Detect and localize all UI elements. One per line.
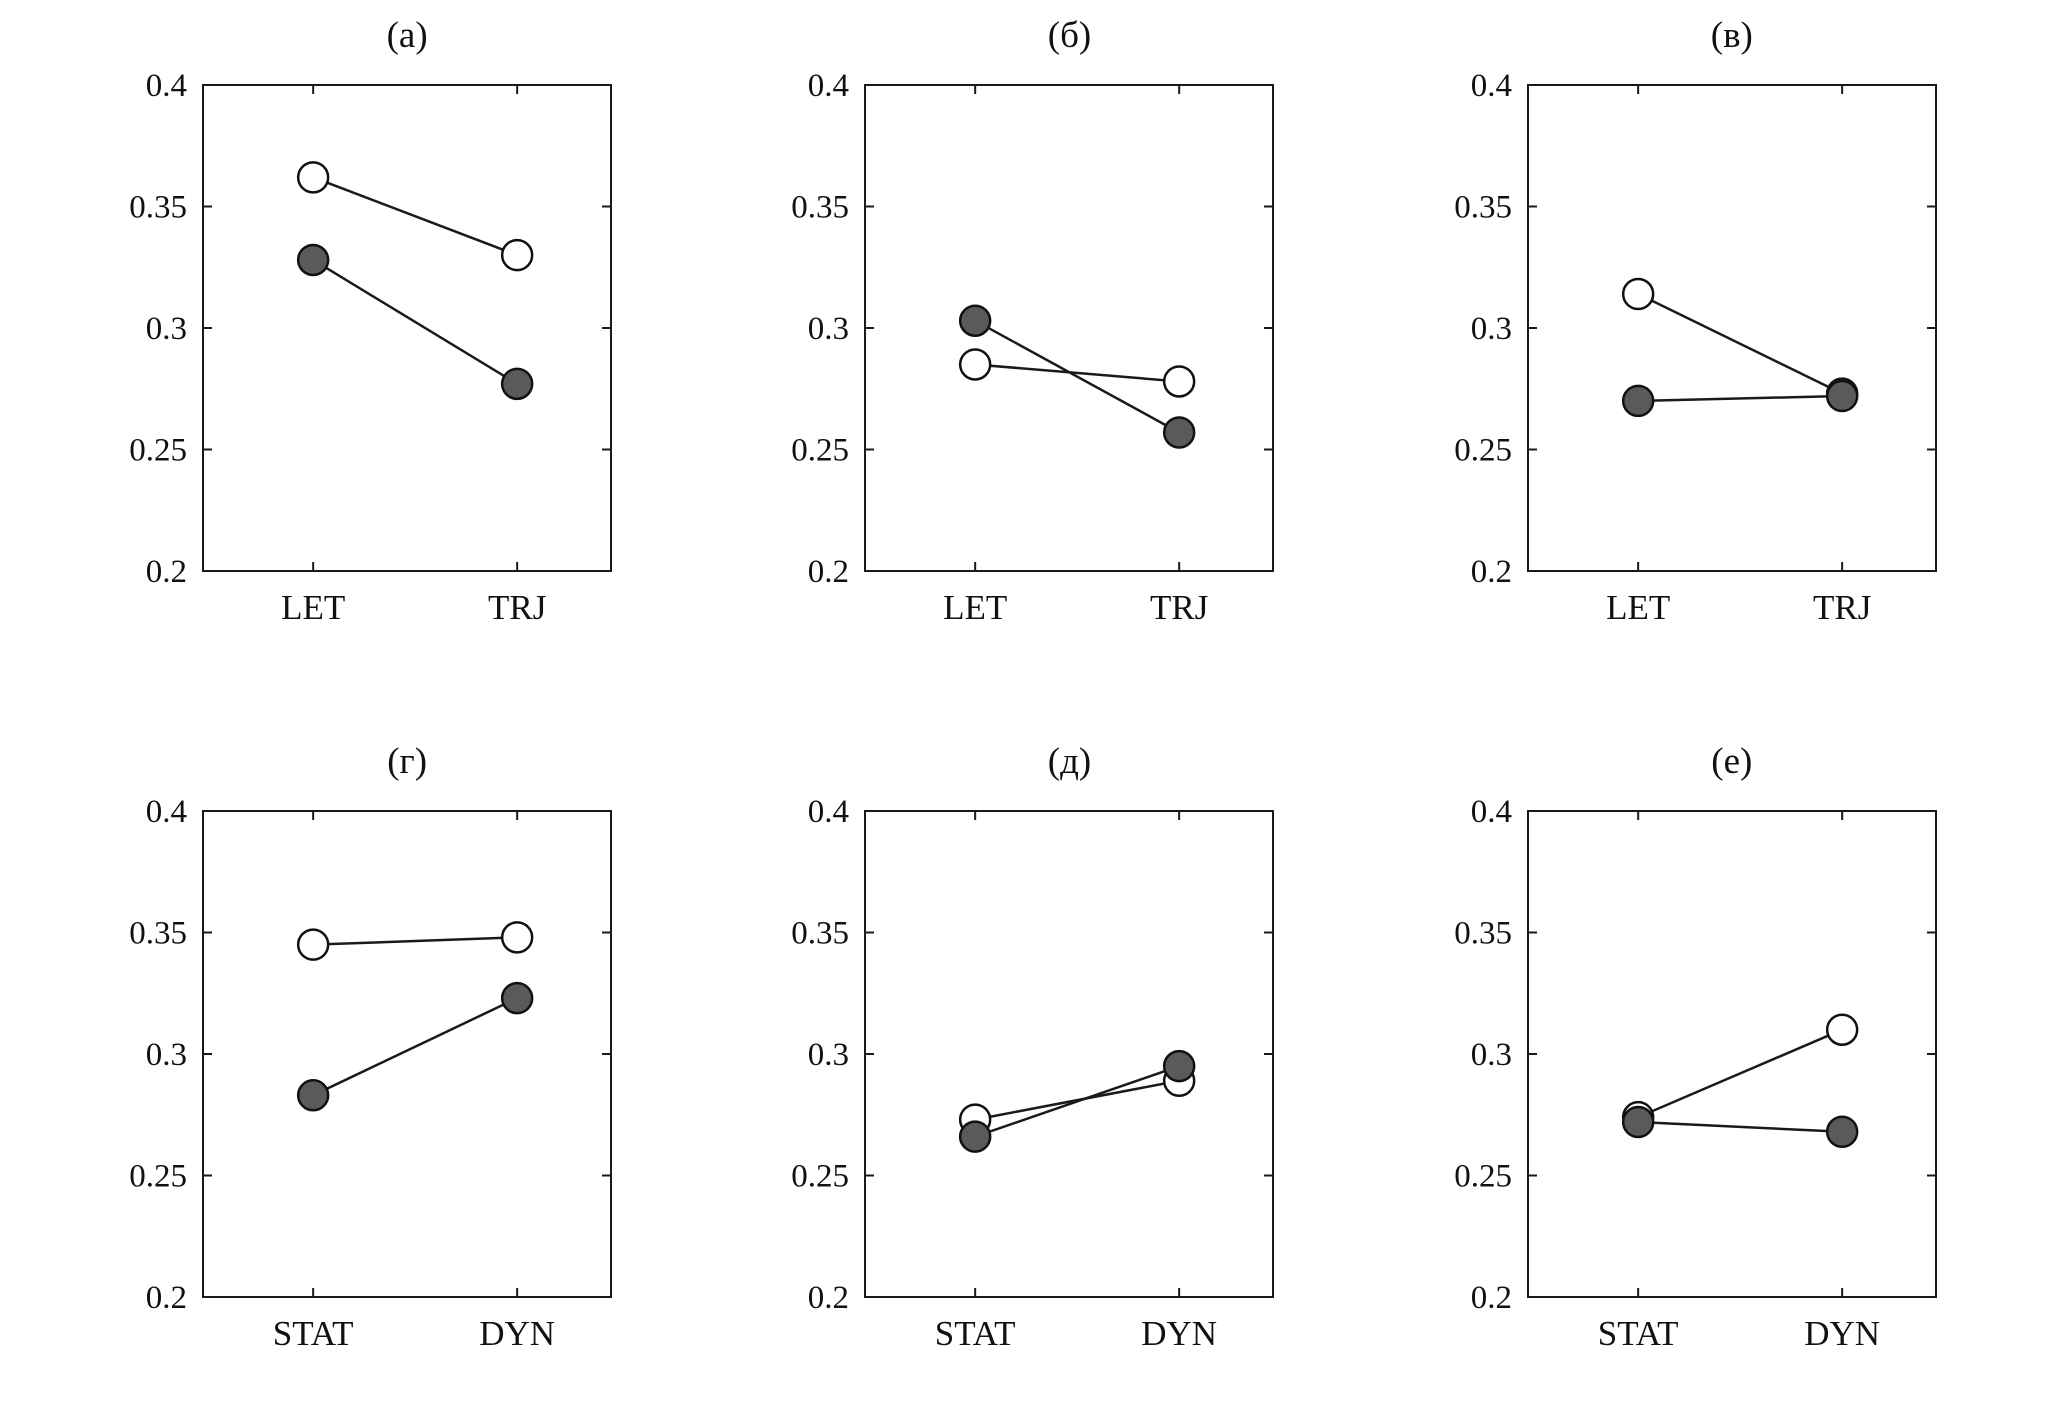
y-tick-label: 0.4: [146, 795, 187, 830]
plot-box: [864, 84, 1275, 572]
y-tick-label: 0.25: [129, 433, 187, 469]
plot-area: 0.2 0.25 0.3 0.35 0.4 STAT DYN: [129, 795, 613, 1353]
y-tick-label: 0.3: [1471, 1037, 1512, 1073]
plot-area: 0.2 0.25 0.3 0.35 0.4 LET TRJ: [129, 69, 613, 627]
panel-title: (д): [1047, 740, 1092, 782]
panel-title: (г): [387, 740, 428, 782]
chart-panel-a: (а) 0.2 0.25 0.3 0.35 0.4 LET TRJ: [91, 14, 651, 692]
chart-panel-b: (б) 0.2 0.25 0.3 0.35 0.4 LET TRJ: [753, 14, 1313, 692]
series-line-open-circles: [975, 363, 1180, 383]
open-circle-marker: [297, 161, 330, 194]
y-tick-label: 0.25: [129, 1158, 187, 1194]
chart-panel-v: (в) 0.2 0.25 0.3 0.35 0.4 LET TRJ: [1416, 14, 1976, 692]
y-tick-label: 0.4: [1471, 69, 1512, 104]
y-tick-label: 0.4: [146, 69, 187, 104]
plot-area: 0.2 0.25 0.3 0.35 0.4 STAT DYN: [792, 795, 1275, 1353]
plot-area: 0.2 0.25 0.3 0.35 0.4 LET TRJ: [1454, 69, 1937, 627]
y-tick-label: 0.2: [808, 1280, 849, 1316]
series-line-open-circles: [312, 176, 518, 257]
x-category-label: LET: [1606, 588, 1670, 627]
y-tick-label: 0.35: [129, 190, 187, 226]
panel-title: (б): [1047, 15, 1092, 56]
plot-box: [864, 809, 1275, 1298]
series-line-open-circles: [1637, 1028, 1843, 1118]
series-line-filled-circles: [975, 1064, 1181, 1138]
x-category-label: TRJ: [1150, 588, 1208, 627]
open-circle-marker: [1621, 277, 1655, 311]
filled-circle-marker: [1163, 1049, 1196, 1082]
filled-circle-marker: [1825, 1115, 1859, 1148]
filled-circle-marker: [959, 304, 992, 337]
x-category-label: TRJ: [1813, 588, 1871, 627]
y-tick-label: 0.3: [146, 1037, 187, 1073]
x-category-label: STAT: [1598, 1314, 1679, 1353]
series-line-filled-circles: [1637, 394, 1843, 403]
y-tick-label: 0.25: [792, 1158, 850, 1194]
x-category-label: STAT: [935, 1314, 1016, 1353]
y-tick-label: 0.3: [1471, 311, 1512, 347]
filled-circle-marker: [1825, 379, 1859, 413]
x-category-label: LET: [944, 588, 1008, 627]
y-tick-label: 0.4: [808, 795, 849, 830]
filled-circle-marker: [1621, 1105, 1655, 1138]
filled-circle-marker: [297, 243, 330, 277]
plot-box: [202, 84, 613, 572]
y-tick-label: 0.35: [1454, 190, 1512, 226]
y-tick-label: 0.3: [808, 311, 849, 347]
y-tick-label: 0.4: [1471, 795, 1512, 830]
y-tick-label: 0.25: [792, 433, 850, 469]
y-tick-label: 0.2: [146, 554, 187, 590]
filled-circle-marker: [297, 1078, 330, 1112]
panel-title: (а): [386, 15, 428, 56]
series-line-filled-circles: [312, 996, 518, 1096]
y-tick-label: 0.25: [1454, 433, 1512, 469]
open-circle-marker: [297, 927, 330, 961]
open-circle-marker: [1825, 1012, 1859, 1046]
y-tick-label: 0.35: [129, 915, 187, 951]
x-category-label: TRJ: [488, 588, 546, 627]
y-tick-label: 0.35: [792, 190, 850, 226]
plot-area: 0.2 0.25 0.3 0.35 0.4 STAT DYN: [1454, 795, 1937, 1353]
y-tick-label: 0.2: [808, 554, 849, 590]
plot-box: [1526, 809, 1937, 1298]
chart-panel-g: (г) 0.2 0.25 0.3 0.35 0.4 STAT DYN: [91, 740, 651, 1417]
x-category-label: DYN: [1142, 1314, 1218, 1353]
series-line-filled-circles: [312, 258, 518, 385]
x-category-label: STAT: [273, 1314, 354, 1353]
open-circle-marker: [1163, 365, 1196, 398]
series-line-open-circles: [1637, 292, 1843, 395]
x-category-label: LET: [281, 588, 345, 627]
y-tick-label: 0.25: [1454, 1158, 1512, 1194]
open-circle-marker: [501, 920, 534, 954]
plot-box: [202, 809, 613, 1298]
series-line-open-circles: [313, 935, 518, 946]
y-tick-label: 0.35: [792, 915, 850, 951]
series-line-filled-circles: [1637, 1120, 1843, 1133]
plot-box: [1526, 84, 1937, 572]
y-tick-label: 0.3: [146, 311, 187, 347]
series-line-filled-circles: [975, 319, 1181, 434]
y-tick-label: 0.2: [146, 1280, 187, 1316]
chart-panel-e: (е) 0.2 0.25 0.3 0.35 0.4 STAT DYN: [1416, 740, 1976, 1417]
y-tick-label: 0.4: [808, 69, 849, 104]
plot-area: 0.2 0.25 0.3 0.35 0.4 LET TRJ: [792, 69, 1275, 627]
open-circle-marker: [959, 348, 992, 381]
panel-title: (е): [1711, 740, 1753, 782]
filled-circle-marker: [959, 1119, 992, 1153]
y-tick-label: 0.2: [1471, 554, 1512, 590]
y-tick-label: 0.2: [1471, 1280, 1512, 1316]
open-circle-marker: [501, 238, 534, 272]
y-tick-label: 0.3: [808, 1037, 849, 1073]
x-category-label: DYN: [479, 1314, 555, 1353]
filled-circle-marker: [1621, 384, 1655, 418]
x-category-label: DYN: [1804, 1314, 1880, 1353]
filled-circle-marker: [501, 367, 534, 401]
filled-circle-marker: [501, 981, 534, 1014]
filled-circle-marker: [1163, 416, 1196, 449]
chart-panel-d: (д) 0.2 0.25 0.3 0.35 0.4 STAT DYN: [753, 740, 1313, 1417]
y-tick-label: 0.35: [1454, 915, 1512, 951]
panel-title: (в): [1710, 15, 1753, 56]
